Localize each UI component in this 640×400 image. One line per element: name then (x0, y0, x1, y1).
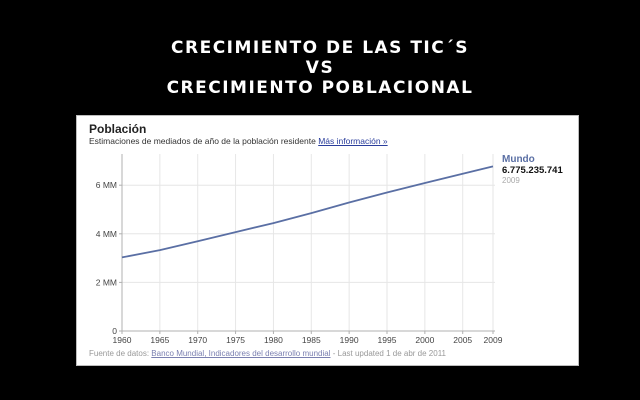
data-source: Fuente de datos: Banco Mundial, Indicado… (89, 349, 446, 358)
line-chart: 02 MM4 MM6 MM 1960 1965 1970 1975 1980 1985 19… (96, 154, 503, 345)
x-tick-label: 1960 (113, 335, 132, 345)
legend-series-value: 6.775.235.741 (502, 165, 563, 176)
chart-subtitle-text: Estimaciones de mediados de año de la po… (89, 136, 316, 146)
x-tick-label: 1990 (340, 335, 359, 345)
x-tick-label: 2005 (453, 335, 472, 345)
series-line-mundo[interactable] (121, 165, 494, 259)
slide-title: CRECIMIENTO DE LAS TIC´S VS CRECIMIENTO … (0, 38, 640, 98)
slide-title-line-3: CRECIMIENTO POBLACIONAL (166, 78, 474, 98)
y-tick-label: 4 MM (96, 229, 117, 239)
x-tick-label: 1980 (264, 335, 283, 345)
x-tick-label: 1975 (226, 335, 245, 345)
y-axis-ticks: 0 2 MM 4 MM 6 MM (96, 180, 118, 336)
legend-series-name[interactable]: Mundo (502, 154, 535, 165)
last-updated: - Last updated 1 de abr de 2011 (332, 349, 447, 358)
chart-panel: Población Estimaciones de mediados de añ… (76, 115, 579, 366)
x-tick-label: 1970 (188, 335, 207, 345)
source-label: Fuente de datos: (89, 349, 150, 358)
source-link[interactable]: Banco Mundial, Indicadores del desarroll… (151, 349, 331, 358)
y-tick-label: 2 MM (96, 277, 117, 287)
slide-title-line-1: CRECIMIENTO DE LAS TIC´S (171, 38, 469, 58)
chart-gridlines (122, 154, 495, 331)
chart-axes (119, 154, 495, 334)
x-tick-label: 1995 (378, 335, 397, 345)
chart-subtitle: Estimaciones de mediados de año de la po… (89, 136, 388, 146)
x-axis-ticks: 1960 1965 1970 1975 1980 1985 1990 1995 2000 2005… (113, 335, 503, 345)
y-tick-label: 6 MM (96, 180, 117, 190)
chart-legend: Mundo 6.775.235.741 2009 (502, 154, 563, 186)
x-tick-label: 1965 (150, 335, 169, 345)
slide-title-line-2: VS (305, 58, 335, 78)
x-tick-label: 2009 (484, 335, 503, 345)
x-tick-label: 2000 (415, 335, 434, 345)
x-tick-label: 1985 (302, 335, 321, 345)
legend-series-year: 2009 (502, 176, 520, 185)
chart-title: Población (89, 122, 147, 136)
y-tick-label: 0 (112, 326, 117, 336)
more-info-link[interactable]: Más información » (318, 136, 388, 146)
